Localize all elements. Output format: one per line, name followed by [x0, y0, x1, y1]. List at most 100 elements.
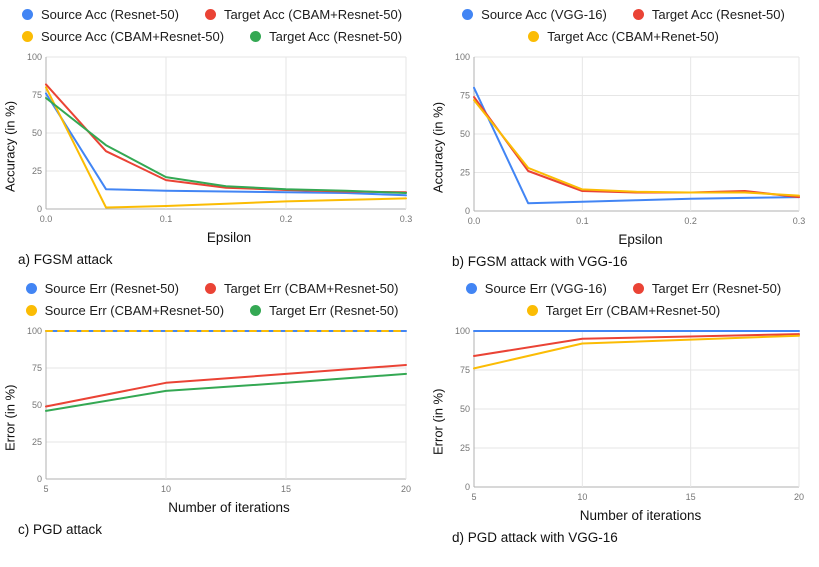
x-tick-label: 10: [161, 484, 171, 494]
y-tick-label: 100: [455, 52, 470, 62]
chart-caption: a) FGSM attack: [18, 252, 113, 267]
y-tick-label: 50: [460, 404, 470, 414]
y-tick-label: 0: [37, 204, 42, 214]
legend-item: Source Err (VGG-16): [465, 280, 607, 296]
chart-block: Accuracy (in %) 0 25 50 75 100 0.0 0.1 0.2 0.3: [0, 49, 424, 229]
chart-block: Error (in %) 0 25 50 75 100 5 10 15 20: [0, 323, 424, 499]
y-tick-label: 100: [27, 326, 42, 336]
series-line-2: [473, 334, 800, 370]
legend-marker-icon: [21, 30, 33, 42]
y-tick-label: 75: [32, 90, 42, 100]
panel-pgd-attack-vgg16: Source Err (VGG-16) Target Err (Resnet-50…: [428, 274, 819, 546]
legend-item: Target Acc (CBAM+Renet-50): [528, 29, 719, 44]
series-line-0: [45, 92, 407, 197]
x-tick-label: 0.3: [793, 216, 806, 226]
series-line-0: [473, 86, 800, 205]
legend-fgsm-attack-vgg16: Source Acc (VGG-16) Target Acc (Resnet-50…: [428, 0, 819, 47]
legend-row: Source Err (CBAM+Resnet-50) Target Err (R…: [25, 299, 398, 321]
legend-pgd-attack: Source Err (Resnet-50) Target Err (CBAM+R…: [0, 274, 424, 321]
legend-marker-icon: [526, 304, 538, 316]
legend-item: Target Acc (Resnet-50): [250, 29, 402, 44]
legend-label: Source Err (Resnet-50): [44, 280, 179, 296]
legend-label: Target Acc (Resnet-50): [269, 28, 403, 44]
line-chart-pgd-attack-vgg16: 0 25 50 75 100 5 10 15 20: [455, 326, 804, 502]
legend-label: Source Err (VGG-16): [484, 280, 607, 296]
legend-marker-icon: [465, 282, 477, 294]
y-axis-title: Error (in %): [430, 388, 446, 456]
series-line-3: [45, 372, 407, 412]
legend-row: Source Acc (Resnet-50) Target Acc (CBAM+R…: [21, 3, 403, 25]
panel-pgd-attack: Source Err (Resnet-50) Target Err (CBAM+R…: [0, 274, 424, 538]
line-chart-fgsm-attack-vgg16: 0 25 50 75 100 0.0 0.1 0.2 0.3: [455, 52, 806, 226]
legend-item: Source Acc (Resnet-50): [21, 6, 179, 22]
legend-item: Target Err (CBAM+Resnet-50): [526, 302, 721, 318]
x-axis-title: Number of iterations: [579, 508, 702, 523]
legend-item: Target Acc (CBAM+Resnet-50): [204, 6, 403, 22]
legend-label: Target Err (Resnet-50): [269, 302, 399, 318]
legend-marker-icon: [250, 304, 262, 316]
legend-label: Target Err (CBAM+Resnet-50): [223, 280, 399, 296]
legend-item: Source Err (CBAM+Resnet-50): [25, 302, 225, 318]
x-tick-label: 0.3: [400, 214, 413, 224]
legend-marker-icon: [21, 8, 33, 20]
x-tick-label: 20: [401, 484, 411, 494]
y-axis-title: Accuracy (in %): [430, 101, 446, 193]
x-tick-label: 0.1: [160, 214, 173, 224]
x-tick-label: 10: [577, 492, 587, 502]
x-tick-label: 0.1: [576, 216, 589, 226]
y-tick-label: 100: [455, 326, 470, 336]
legend-item: Target Err (Resnet-50): [632, 280, 782, 296]
y-tick-label: 50: [32, 400, 42, 410]
legend-label: Source Err (CBAM+Resnet-50): [44, 302, 225, 318]
legend-marker-icon: [528, 30, 540, 42]
x-tick-label: 5: [471, 492, 476, 502]
legend-marker-icon: [632, 8, 644, 20]
y-tick-label: 0: [37, 474, 42, 484]
legend-marker-icon: [25, 282, 37, 294]
legend-label: Target Acc (CBAM+Renet-50): [547, 28, 719, 44]
x-tick-label: 0.0: [468, 216, 481, 226]
x-axis-title: Epsilon: [206, 230, 252, 245]
x-tick-label: 0.0: [40, 214, 53, 224]
legend-row: Source Err (VGG-16) Target Err (Resnet-50…: [465, 277, 782, 299]
y-axis-title: Error (in %): [2, 384, 18, 452]
legend-label: Target Acc (CBAM+Resnet-50): [223, 6, 403, 22]
legend-marker-icon: [25, 304, 37, 316]
x-tick-label: 0.2: [280, 214, 293, 224]
y-axis-title: Accuracy (in %): [2, 100, 18, 192]
y-tick-label: 50: [460, 129, 470, 139]
y-tick-label: 75: [32, 363, 42, 373]
series-line-2: [473, 99, 800, 197]
x-tick-label: 5: [43, 484, 48, 494]
legend-marker-icon: [204, 8, 216, 20]
legend-marker-icon: [204, 282, 216, 294]
chart-block: Error (in %) 0 25 50 75 100 5 10 15 20: [428, 323, 819, 507]
chart-caption: b) FGSM attack with VGG-16: [452, 254, 628, 269]
legend-label: Target Err (CBAM+Resnet-50): [545, 302, 721, 318]
series-line-1: [45, 364, 407, 408]
x-tick-label: 0.2: [684, 216, 697, 226]
legend-row: Target Acc (CBAM+Renet-50): [528, 25, 719, 47]
panel-fgsm-attack: Source Acc (Resnet-50) Target Acc (CBAM+R…: [0, 0, 424, 268]
legend-label: Source Acc (Resnet-50): [40, 6, 179, 22]
series-line-3: [45, 97, 407, 194]
legend-item: Target Err (CBAM+Resnet-50): [204, 280, 399, 296]
x-tick-label: 20: [794, 492, 804, 502]
x-axis-title: Number of iterations: [168, 500, 290, 515]
y-tick-label: 75: [460, 91, 470, 101]
chart-caption: d) PGD attack with VGG-16: [452, 530, 618, 545]
legend-pgd-attack-vgg16: Source Err (VGG-16) Target Err (Resnet-50…: [428, 274, 819, 321]
series-line-2: [45, 86, 407, 209]
y-tick-label: 50: [32, 128, 42, 138]
y-tick-label: 25: [460, 443, 470, 453]
legend-marker-icon: [462, 8, 474, 20]
series-line-1: [473, 333, 800, 357]
legend-item: Target Acc (Resnet-50): [632, 7, 785, 22]
line-chart-fgsm-attack: 0 25 50 75 100 0.0 0.1 0.2 0.3: [27, 52, 413, 224]
legend-label: Target Err (Resnet-50): [651, 280, 782, 296]
legend-item: Target Err (Resnet-50): [250, 303, 398, 318]
legend-marker-icon: [250, 30, 262, 42]
legend-label: Source Acc (CBAM+Resnet-50): [40, 28, 225, 44]
y-tick-label: 0: [465, 206, 470, 216]
